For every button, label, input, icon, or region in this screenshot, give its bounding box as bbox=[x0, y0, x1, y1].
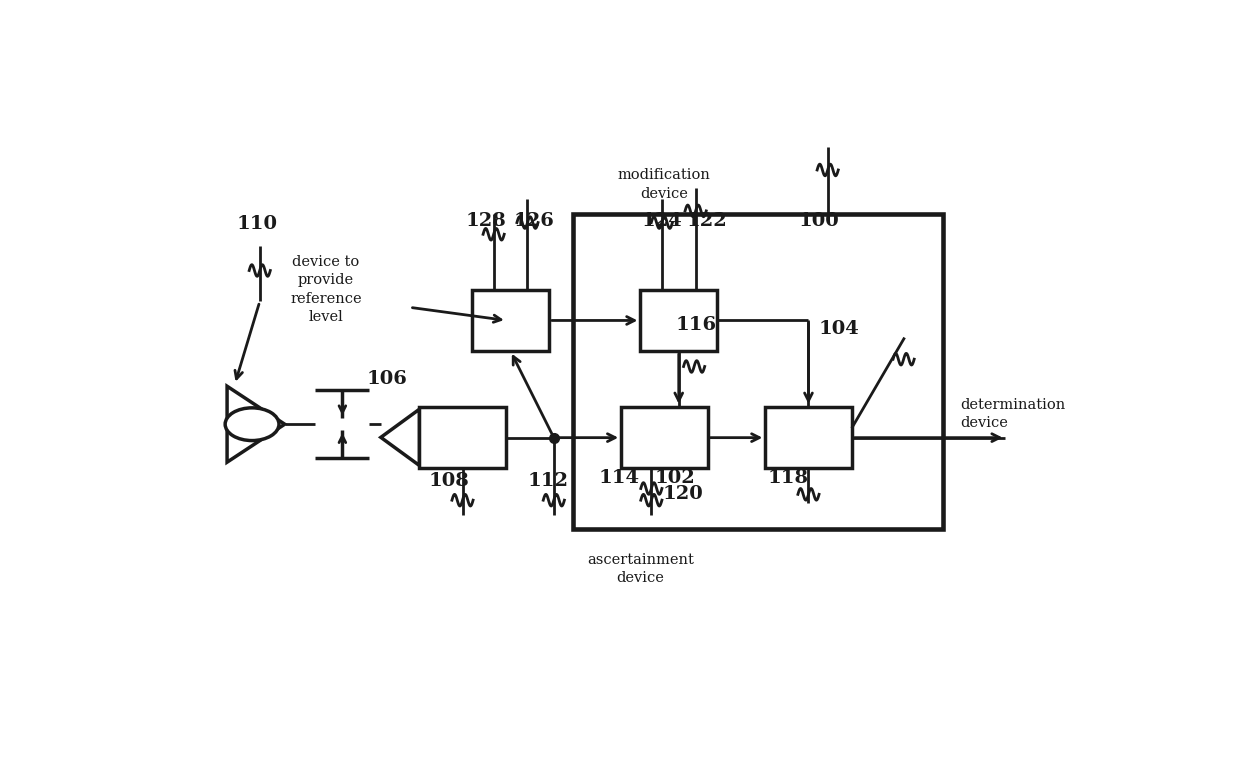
Text: 124: 124 bbox=[641, 212, 682, 229]
Text: 106: 106 bbox=[367, 370, 407, 388]
Text: 126: 126 bbox=[513, 212, 554, 229]
Polygon shape bbox=[381, 409, 419, 465]
Text: ascertainment
device: ascertainment device bbox=[587, 553, 693, 585]
Text: 100: 100 bbox=[799, 212, 839, 229]
Text: modification
device: modification device bbox=[618, 168, 711, 200]
Text: 110: 110 bbox=[237, 215, 278, 232]
Text: 104: 104 bbox=[818, 320, 859, 339]
Text: 120: 120 bbox=[662, 485, 703, 503]
Text: 118: 118 bbox=[768, 469, 808, 487]
Bar bbox=[419, 407, 506, 468]
Text: 114: 114 bbox=[599, 469, 640, 487]
Text: 128: 128 bbox=[465, 212, 506, 229]
Bar bbox=[573, 214, 944, 530]
Text: device to
provide
reference
level: device to provide reference level bbox=[290, 255, 362, 324]
Text: 122: 122 bbox=[687, 212, 727, 229]
Text: 116: 116 bbox=[676, 316, 717, 334]
Text: 108: 108 bbox=[429, 471, 470, 490]
Text: 112: 112 bbox=[528, 471, 569, 490]
Bar bbox=[472, 290, 549, 351]
Bar bbox=[640, 290, 717, 351]
Text: determination
device: determination device bbox=[960, 398, 1065, 430]
Polygon shape bbox=[227, 386, 285, 462]
Text: 102: 102 bbox=[655, 469, 696, 487]
Bar bbox=[621, 407, 708, 468]
Circle shape bbox=[226, 408, 279, 440]
Bar bbox=[765, 407, 852, 468]
